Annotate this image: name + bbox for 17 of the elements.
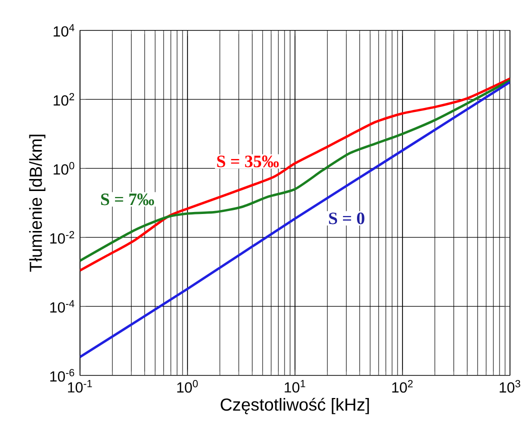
y-tick-label: 10$^{2}$ <box>54 93 74 106</box>
x-tick-label: 10$^{2}$ <box>392 380 413 393</box>
series-label: S = 35‰ <box>217 156 279 168</box>
x-tick-label: 10$^{-1}$ <box>68 380 92 393</box>
x-axis-title: Częstotliwość [kHz] <box>220 398 369 414</box>
y-tick-label: 10$^{-4}$ <box>50 300 74 313</box>
y-tick-label: 10$^{4}$ <box>54 24 74 37</box>
series-label: S = 0 <box>329 212 364 224</box>
series-label: S = 7‰ <box>101 193 154 206</box>
y-tick-label: 10$^{-2}$ <box>50 231 74 244</box>
x-tick-label: 10$^{3}$ <box>500 380 520 393</box>
x-tick-label: 10$^{1}$ <box>284 380 306 393</box>
y-tick-label: 10$^{0}$ <box>54 162 74 175</box>
y-axis-title: Tłumienie [dB/km] <box>29 134 46 272</box>
y-tick-label: 10$^{-6}$ <box>50 369 74 382</box>
x-tick-label: 10$^{0}$ <box>177 380 198 393</box>
line-series <box>80 80 510 358</box>
